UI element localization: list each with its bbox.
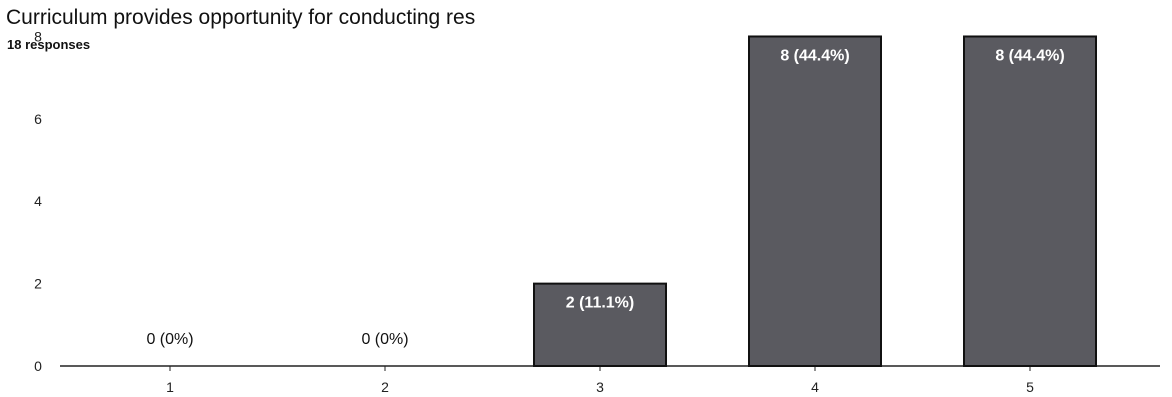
x-tick-label: 3 <box>596 379 604 395</box>
data-label: 8 (44.4%) <box>780 47 849 64</box>
bar <box>748 35 882 367</box>
bar <box>963 35 1097 367</box>
x-tick-label: 2 <box>381 379 389 395</box>
bar <box>533 282 667 367</box>
data-label: 8 (44.4%) <box>995 47 1064 64</box>
data-label: 2 (11.1%) <box>566 295 634 312</box>
data-label: 0 (0%) <box>361 331 408 348</box>
y-tick-label: 8 <box>34 28 42 44</box>
y-tick-label: 4 <box>34 193 42 209</box>
chart-title: Curriculum provides opportunity for cond… <box>6 6 476 29</box>
x-tick-label: 1 <box>166 379 174 395</box>
chart-subtitle: 18 responses <box>7 37 91 52</box>
y-tick-label: 6 <box>34 111 42 127</box>
x-tick-label: 5 <box>1026 379 1034 395</box>
y-tick-label: 0 <box>34 358 42 374</box>
x-tick-label: 4 <box>811 379 819 395</box>
data-label: 0 (0%) <box>146 331 193 348</box>
y-tick-label: 2 <box>34 276 42 292</box>
